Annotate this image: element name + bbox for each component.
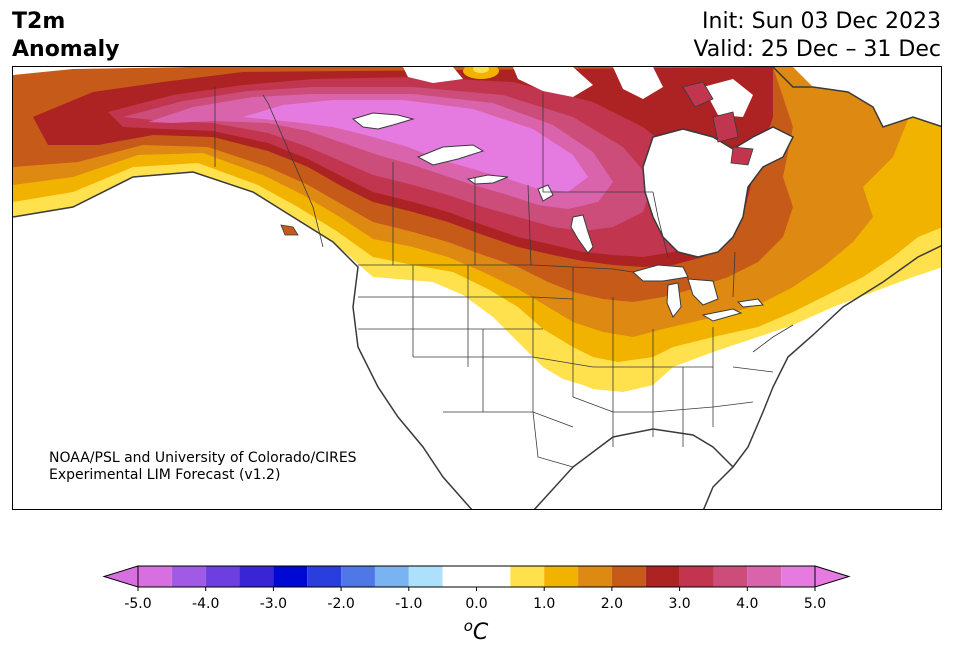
anomaly-map <box>12 66 942 510</box>
colorbar-tick-label: 5.0 <box>804 596 826 612</box>
colorbar-swatch <box>171 566 206 587</box>
colorbar-swatch <box>645 566 680 587</box>
colorbar-swatch <box>679 566 714 587</box>
colorbar-swatch <box>747 566 782 587</box>
forecast-dates: Init: Sun 03 Dec 2023 Valid: 25 Dec – 31… <box>693 8 941 64</box>
lake-winnipeg <box>570 214 594 254</box>
lake-erie <box>701 308 743 322</box>
colorbar-tick-label: -5.0 <box>124 596 151 612</box>
colorbar-extend-high <box>814 565 851 588</box>
band-arctic-core <box>473 67 489 73</box>
colorbar-svg: -5.0 -4.0 -3.0 -2.0 -1.0 0.0 1.0 2.0 3.0 4.0 5.0 oC <box>102 565 851 645</box>
foxe-basin <box>703 79 753 117</box>
gulf-of-mexico <box>534 429 733 509</box>
plot-title: T2m Anomaly <box>12 8 119 64</box>
band-5-0 <box>243 100 588 192</box>
colorbar-swatch <box>510 566 545 587</box>
init-date: Init: Sun 03 Dec 2023 <box>702 9 941 34</box>
colorbar-swatch <box>611 566 646 587</box>
colorbar-tick-label: 4.0 <box>736 596 758 612</box>
colorbar-tick-label: 2.0 <box>601 596 623 612</box>
colorbar-swatch <box>408 566 443 587</box>
title-variable: T2m <box>12 9 66 34</box>
colorbar-tick-label: 3.0 <box>668 596 690 612</box>
colorbar-tick-label: -1.0 <box>395 596 422 612</box>
credit-line-2: Experimental LIM Forecast (v1.2) <box>49 467 281 483</box>
data-credit: NOAA/PSL and University of Colorado/CIRE… <box>49 450 357 484</box>
colorbar-swatch <box>374 566 409 587</box>
colorbar-swatch <box>713 566 748 587</box>
colorbar-swatch <box>307 566 342 587</box>
arctic-channel-1 <box>403 67 463 83</box>
lake-ontario <box>736 298 764 308</box>
colorbar-swatch <box>442 566 511 587</box>
colorbar-tick-label: 1.0 <box>533 596 555 612</box>
islands <box>280 81 754 236</box>
lake-superior <box>631 264 689 282</box>
colorbar-swatch <box>341 566 375 587</box>
colorbar-swatch <box>273 566 308 587</box>
arctic-channel-3 <box>613 67 663 99</box>
colorbar-swatch <box>138 566 172 587</box>
colorbar-legend: -5.0 -4.0 -3.0 -2.0 -1.0 0.0 1.0 2.0 3.0 4.0 5.0 oC <box>0 560 953 656</box>
lake-huron <box>687 278 719 306</box>
colorbar-swatch <box>205 566 240 587</box>
colorbar-tick-label: 0.0 <box>465 596 487 612</box>
credit-line-1: NOAA/PSL and University of Colorado/CIRE… <box>49 450 357 466</box>
coastlines <box>13 67 941 509</box>
labrador-sea <box>793 67 941 127</box>
colorbar-swatch <box>781 566 815 587</box>
colorbar-tick-label: -2.0 <box>327 596 354 612</box>
title-subtitle: Anomaly <box>12 37 120 62</box>
colorbar-swatch <box>239 566 274 587</box>
colorbar-extend-low <box>102 565 139 588</box>
valid-range: Valid: 25 Dec – 31 Dec <box>693 37 941 62</box>
reindeer-lake <box>537 184 554 202</box>
arctic-channel-2 <box>513 67 593 97</box>
pacific-ocean <box>13 172 472 509</box>
great-slave-lake <box>416 144 485 166</box>
great-bear-lake <box>351 112 415 130</box>
colorbar-swatch <box>578 566 612 587</box>
colorbar-tick-label: -3.0 <box>260 596 287 612</box>
lake-michigan <box>666 282 682 318</box>
colorbar-unit-label: oC <box>464 617 489 645</box>
colorbar-swatch <box>544 566 579 587</box>
water-bodies <box>13 67 941 509</box>
political-borders <box>214 87 794 468</box>
lake-athabasca <box>466 174 509 185</box>
colorbar-tick-label: -4.0 <box>192 596 219 612</box>
